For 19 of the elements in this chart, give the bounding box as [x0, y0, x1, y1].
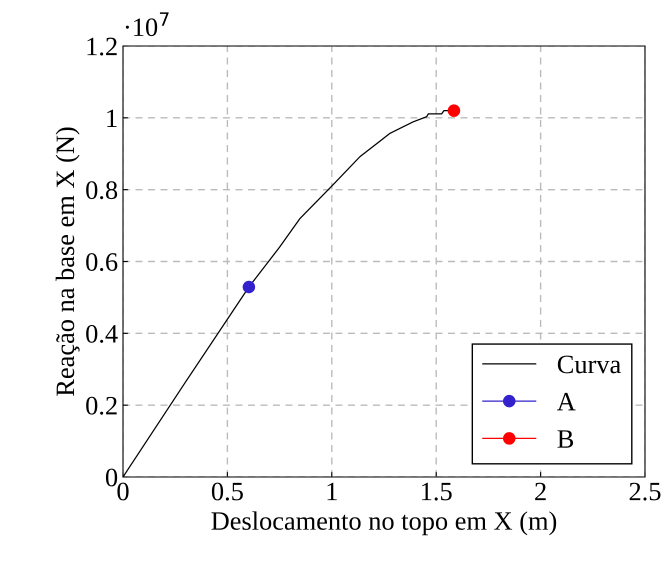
y-tick-label: 0.2 — [86, 396, 117, 415]
y-tick-label: 1.2 — [87, 38, 117, 56]
legend-label: B — [558, 430, 574, 448]
y-tick-label: 1 — [107, 110, 117, 127]
x-tick-label: 2 — [535, 482, 546, 500]
x-axis-title: Deslocamento no topo em X (m) — [211, 511, 556, 536]
x-tick-label: 2.5 — [630, 482, 660, 501]
x-tick-label: 1.5 — [422, 482, 452, 501]
x-tick-label: 0 — [117, 482, 129, 500]
y-tick-label: 0.6 — [86, 253, 118, 272]
y-axis-title: Reação na base em X (N) — [56, 127, 80, 396]
legend-label: A — [557, 392, 576, 410]
text: ·10$^{7}$ — [126, 12, 169, 36]
y-tick-label: 0.8 — [86, 181, 118, 200]
y-tick-label: 0.4 — [86, 324, 118, 343]
legend-label: Curva — [558, 356, 621, 374]
y-tick-label: 0 — [106, 468, 118, 486]
x-tick-label: 1 — [328, 482, 337, 500]
x-tick-label: 0.5 — [212, 482, 243, 501]
